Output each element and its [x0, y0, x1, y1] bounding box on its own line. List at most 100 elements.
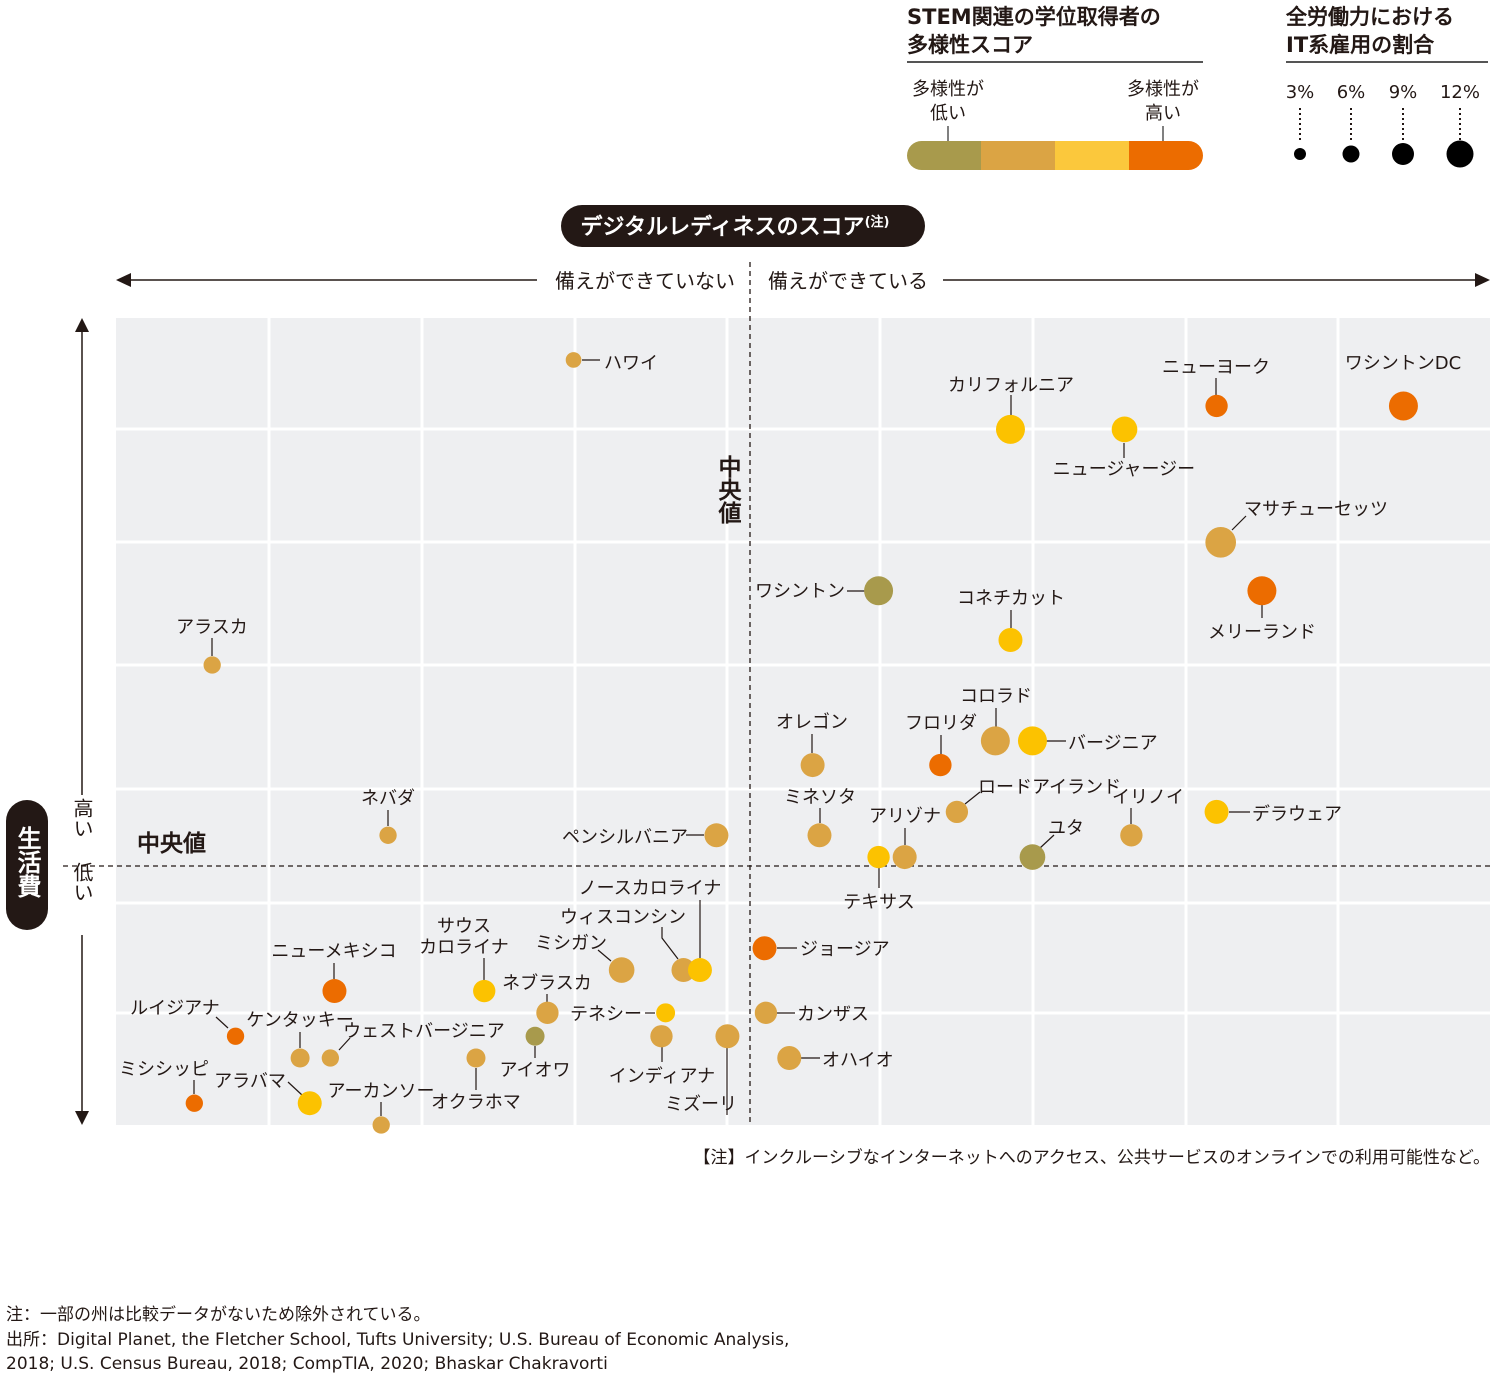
y-label-low: 低い [70, 862, 94, 902]
point-label: ニューヨーク [1162, 357, 1270, 378]
point-label: オハイオ [822, 1050, 894, 1071]
y-median-label: 中央値 [137, 831, 206, 857]
data-point [998, 627, 1023, 652]
x-median-label: 中央値 [714, 455, 743, 525]
stem-high-label-line2: 高い [1145, 103, 1181, 124]
data-point-group: ニューヨーク [1162, 357, 1270, 418]
gridlines [116, 318, 1490, 1125]
data-point-group: コロラド [960, 686, 1032, 756]
data-point-group: ケンタッキー [246, 1010, 354, 1068]
stem-legend-title-line2: 多様性スコア [907, 33, 1033, 57]
data-point [226, 1027, 245, 1045]
data-point-group: ミシシッピ [119, 1059, 209, 1112]
data-point [1205, 394, 1228, 418]
data-point-group: ジョージア [752, 936, 890, 961]
data-point [1019, 844, 1046, 870]
point-label: ネブラスカ [502, 972, 592, 994]
data-point-group: ウェストバージニア [321, 1021, 505, 1067]
data-point-group: ハワイ [565, 352, 658, 374]
leader-line [964, 791, 981, 805]
it-size-dot [1446, 140, 1474, 168]
data-point [372, 1116, 390, 1134]
data-point [754, 1001, 778, 1024]
data-point [473, 979, 496, 1003]
data-point [945, 800, 969, 824]
data-point [1388, 391, 1418, 421]
data-point [322, 979, 347, 1004]
leader-line [597, 949, 612, 962]
point-label: ノースカロライナ [579, 878, 722, 899]
point-label: ケンタッキー [246, 1010, 353, 1031]
footer-source-line2: 2018; U.S. Census Bureau, 2018; CompTIA,… [6, 1354, 608, 1374]
x-axis-title-pill [561, 205, 925, 247]
data-point-group: アイオワ [499, 1026, 571, 1081]
point-label: イリノイ [1112, 787, 1184, 808]
data-point-group: ミズーリ [665, 1024, 740, 1115]
data-point-group: カリフォルニア [948, 375, 1074, 444]
data-point-group: バージニア [1017, 726, 1158, 756]
arrow-left-icon [116, 273, 131, 287]
it-size-label: 3% [1286, 82, 1315, 103]
data-point-group: イリノイ [1112, 787, 1184, 847]
data-point-group: ネバダ [361, 788, 415, 844]
point-label: アリゾナ [869, 806, 941, 827]
data-point [777, 1046, 802, 1071]
data-point [995, 414, 1025, 444]
footer-note: 注：一部の州は比較データがないため除外されている。 [6, 1304, 431, 1325]
stem-legend-title-line1: STEM関連の学位取得者の [907, 5, 1161, 29]
data-point-group: サウスカロライナ [419, 916, 509, 1003]
leader-line [215, 1016, 229, 1029]
data-point-group: ネブラスカ [502, 972, 592, 1024]
data-point [290, 1048, 310, 1068]
it-size-dot [1294, 148, 1306, 160]
point-label: ロードアイランド [978, 777, 1121, 798]
y-axis: 高い 低い 生活費 [6, 318, 94, 1125]
x-axis-title-text: デジタルレディネスのスコア(注) [581, 214, 890, 240]
arrow-up-icon [75, 318, 89, 332]
data-point [565, 352, 582, 368]
point-label: ハワイ [604, 353, 658, 374]
data-point [525, 1026, 545, 1046]
data-point-group: メリーランド [1208, 576, 1316, 643]
stem-low-label-line2: 低い [930, 103, 966, 124]
data-point [892, 845, 917, 870]
data-point [1247, 576, 1277, 606]
point-label: アラスカ [176, 617, 248, 638]
data-point-group: テキサス [843, 845, 915, 913]
data-point [671, 958, 696, 983]
leader-line [338, 1037, 351, 1051]
stem-low-label-line1: 多様性が [912, 79, 984, 100]
point-label: マサチューセッツ [1244, 499, 1388, 520]
leader-line [661, 927, 679, 960]
data-point-group: アラバマ [214, 1071, 322, 1116]
data-point [752, 936, 777, 961]
stem-scale-segment-3 [1055, 141, 1130, 170]
data-point-group: アラスカ [176, 617, 248, 674]
point-label: デラウェア [1252, 804, 1342, 825]
data-point [1017, 726, 1047, 756]
it-size-label: 6% [1337, 82, 1366, 103]
x-label-not-ready: 備えができていない [555, 269, 735, 293]
y-label-high: 高い [70, 798, 94, 838]
point-label: ウィスコンシン [560, 907, 686, 928]
it-size-label: 9% [1389, 82, 1418, 103]
y-axis-title-pill [6, 800, 48, 930]
data-point-group: ウィスコンシン [560, 907, 696, 983]
it-size-dot [1342, 145, 1360, 163]
data-point [800, 753, 825, 778]
point-label: ウェストバージニア [343, 1021, 505, 1042]
data-point-group: ノースカロライナ [579, 878, 722, 983]
stem-color-scale [907, 141, 1203, 170]
point-label: コネチカット [957, 588, 1065, 609]
it-size-dot [1392, 143, 1414, 165]
data-point-group: ユタ [1019, 818, 1084, 870]
data-point [536, 1001, 559, 1024]
leader-line [1231, 515, 1247, 531]
point-label: ミシシッピ [119, 1059, 209, 1080]
data-point [379, 826, 397, 844]
data-point [1205, 527, 1237, 558]
data-point [704, 823, 729, 848]
point-label: ルイジアナ [130, 998, 220, 1019]
point-label: ジョージア [800, 939, 890, 960]
